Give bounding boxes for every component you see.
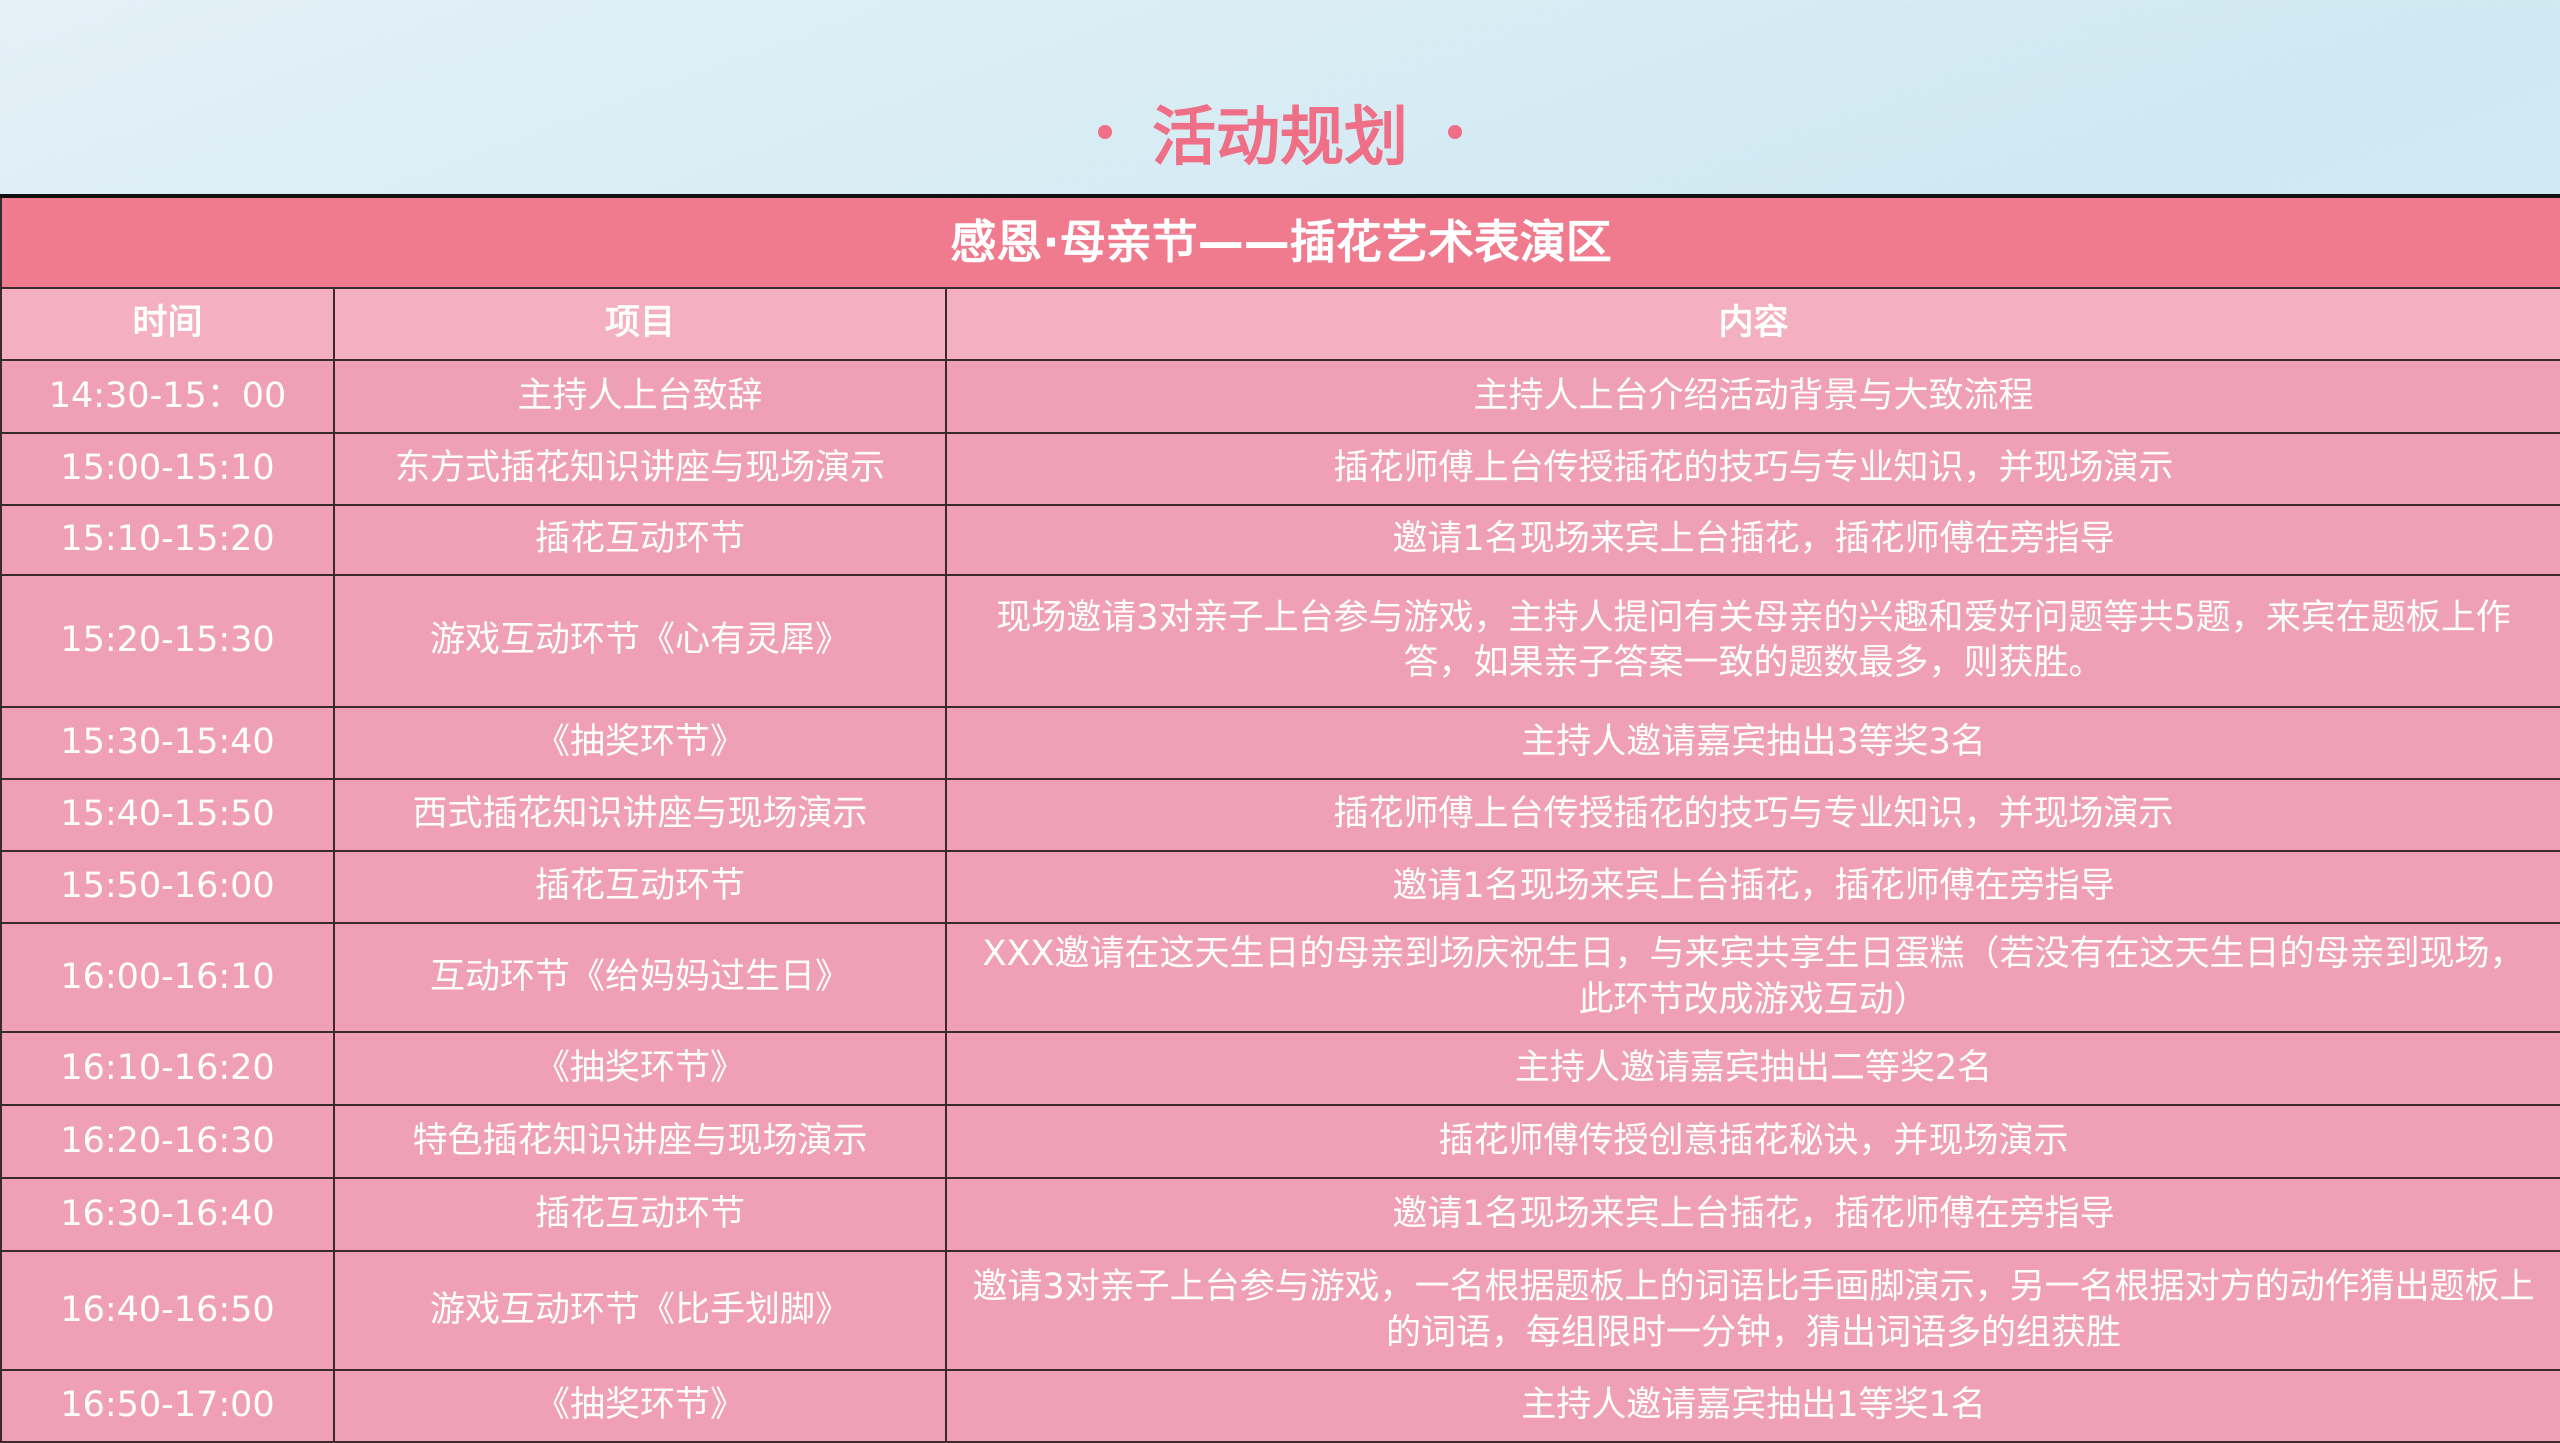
table-row: 15:30-15:40 《抽奖环节》 主持人邀请嘉宾抽出3等奖3名 [0,706,2560,780]
table-cell: 主持人上台致辞 [333,359,947,434]
table-cell: 16:30-16:40 [0,1177,335,1252]
column-header: 时间 [0,287,335,361]
title-bar: 活动规划 [0,90,2560,175]
table-cell: 游戏互动环节《心有灵犀》 [333,574,947,708]
table-cell: 现场邀请3对亲子上台参与游戏，主持人提问有关母亲的兴趣和爱好问题等共5题，来宾在… [944,574,2560,708]
table-cell: 15:20-15:30 [0,574,335,708]
table-cell: 16:50-17:00 [0,1369,335,1443]
column-header: 项目 [333,287,947,361]
table-cell: 15:50-16:00 [0,850,335,924]
table-cell: 互动环节《给妈妈过生日》 [333,922,947,1033]
table-row: 15:00-15:10 东方式插花知识讲座与现场演示 插花师傅上台传授插花的技巧与专… [0,432,2560,506]
decor-dot [1098,125,1112,139]
table-cell: 插花互动环节 [333,1177,947,1252]
table-row: 16:10-16:20 《抽奖环节》 主持人邀请嘉宾抽出二等奖2名 [0,1031,2560,1106]
table-cell: 插花互动环节 [333,504,947,576]
table-cell: 主持人邀请嘉宾抽出1等奖1名 [944,1369,2560,1443]
table-row: 16:50-17:00 《抽奖环节》 主持人邀请嘉宾抽出1等奖1名 [0,1369,2560,1443]
table-row: 16:40-16:50 游戏互动环节《比手划脚》 邀请3对亲子上台参与游戏，一名根据… [0,1250,2560,1371]
table-cell: 14:30-15：00 [0,359,335,434]
table-cell: 《抽奖环节》 [333,706,947,780]
table-cell: 邀请1名现场来宾上台插花，插花师傅在旁指导 [944,1177,2560,1252]
table-title: 感恩·母亲节——插花艺术表演区 [0,195,2560,289]
table-cell: 16:20-16:30 [0,1104,335,1179]
table-cell: 主持人上台介绍活动背景与大致流程 [944,359,2560,434]
table-cell: 15:00-15:10 [0,432,335,506]
table-row: 14:30-15：00 主持人上台致辞 主持人上台介绍活动背景与大致流程 [0,359,2560,434]
table-cell: 邀请1名现场来宾上台插花，插花师傅在旁指导 [944,850,2560,924]
table-cell: 16:10-16:20 [0,1031,335,1106]
table-row: 16:20-16:30 特色插花知识讲座与现场演示 插花师傅传授创意插花秘诀，并现场… [0,1104,2560,1179]
table-row: 16:00-16:10 互动环节《给妈妈过生日》 XXX邀请在这天生日的母亲到场庆祝… [0,922,2560,1033]
table-cell: 西式插花知识讲座与现场演示 [333,778,947,852]
decor-dot [1448,125,1462,139]
schedule-table: 感恩·母亲节——插花艺术表演区 时间 项目 内容 14:30-15：00 主持人上台致… [0,194,2560,1443]
header-row: 时间 项目 内容 [0,287,2560,361]
table-cell: 插花师傅上台传授插花的技巧与专业知识，并现场演示 [944,778,2560,852]
column-header: 内容 [944,287,2560,361]
table-cell: 插花师傅上台传授插花的技巧与专业知识，并现场演示 [944,432,2560,506]
table-cell: 插花师傅传授创意插花秘诀，并现场演示 [944,1104,2560,1179]
table-row: 16:30-16:40 插花互动环节 邀请1名现场来宾上台插花，插花师傅在旁指导 [0,1177,2560,1252]
table-cell: 主持人邀请嘉宾抽出3等奖3名 [944,706,2560,780]
table-row: 15:10-15:20 插花互动环节 邀请1名现场来宾上台插花，插花师傅在旁指导 [0,504,2560,576]
table-cell: 15:40-15:50 [0,778,335,852]
table-cell: 特色插花知识讲座与现场演示 [333,1104,947,1179]
table-cell: 16:40-16:50 [0,1250,335,1371]
table-cell: 邀请1名现场来宾上台插花，插花师傅在旁指导 [944,504,2560,576]
table-row: 15:20-15:30 游戏互动环节《心有灵犀》 现场邀请3对亲子上台参与游戏，主持… [0,574,2560,708]
table-cell: 15:30-15:40 [0,706,335,780]
table-cell: 东方式插花知识讲座与现场演示 [333,432,947,506]
table-cell: 插花互动环节 [333,850,947,924]
table-cell: 《抽奖环节》 [333,1031,947,1106]
table-row: 15:40-15:50 西式插花知识讲座与现场演示 插花师傅上台传授插花的技巧与专业… [0,778,2560,852]
table-cell: 游戏互动环节《比手划脚》 [333,1250,947,1371]
table-cell: 《抽奖环节》 [333,1369,947,1443]
table-cell: XXX邀请在这天生日的母亲到场庆祝生日，与来宾共享生日蛋糕（若没有在这天生日的母… [944,922,2560,1033]
table-row: 15:50-16:00 插花互动环节 邀请1名现场来宾上台插花，插花师傅在旁指导 [0,850,2560,924]
table-cell: 15:10-15:20 [0,504,335,576]
page-title: 活动规划 [1152,101,1408,175]
table-cell: 主持人邀请嘉宾抽出二等奖2名 [944,1031,2560,1106]
table-cell: 邀请3对亲子上台参与游戏，一名根据题板上的词语比手画脚演示，另一名根据对方的动作… [944,1250,2560,1371]
table-cell: 16:00-16:10 [0,922,335,1033]
